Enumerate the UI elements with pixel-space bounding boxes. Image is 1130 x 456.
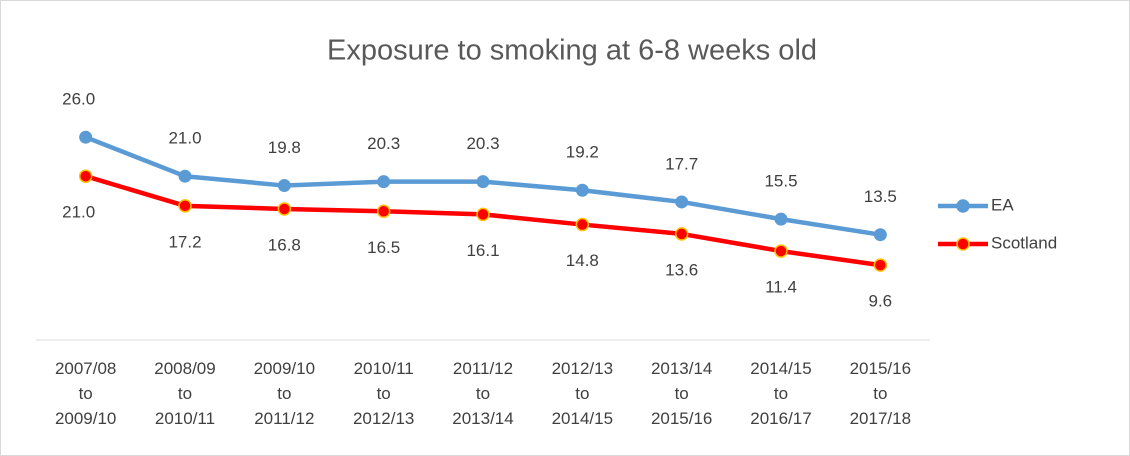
- data-label: 19.8: [268, 138, 301, 157]
- x-tick-line: to: [277, 384, 291, 403]
- x-tick-line: to: [873, 384, 887, 403]
- point: [78, 169, 93, 183]
- data-label: 14.8: [566, 251, 599, 270]
- x-tick-label: 2012/13 to 2014/15: [552, 359, 613, 428]
- x-tick-label: 2011/12 to 2013/14: [452, 359, 513, 428]
- data-label: 13.6: [665, 260, 698, 279]
- x-tick-line: 2007/08: [55, 359, 116, 378]
- x-tick-line: to: [178, 384, 192, 403]
- data-label: 20.3: [367, 134, 400, 153]
- x-tick-line: 2011/12: [254, 409, 314, 428]
- point: [674, 227, 689, 241]
- point: [575, 183, 589, 197]
- x-tick-line: 2014/15: [750, 359, 811, 378]
- point: [277, 179, 291, 193]
- x-tick-line: 2012/13: [353, 409, 414, 428]
- x-tick-line: 2010/11: [155, 409, 215, 428]
- x-tick-line: 2017/18: [850, 409, 911, 428]
- x-tick-label: 2007/08 to 2009/10: [55, 359, 116, 428]
- x-tick-line: 2010/11: [354, 359, 414, 378]
- point: [178, 199, 192, 213]
- point: [79, 130, 93, 144]
- point: [873, 258, 888, 272]
- x-tick-line: 2016/17: [750, 409, 811, 428]
- point: [675, 195, 689, 209]
- x-tick-line: to: [476, 384, 490, 403]
- legend-marker: [956, 199, 970, 213]
- data-label: 21.0: [168, 129, 201, 148]
- x-tick-line: 2012/13: [552, 359, 613, 378]
- chart-title: Exposure to smoking at 6-8 weeks old: [327, 35, 817, 67]
- x-tick-line: 2013/14: [651, 359, 712, 378]
- x-tick-line: 2013/14: [452, 409, 513, 428]
- x-tick-line: to: [377, 384, 391, 403]
- x-tick-label: 2010/11 to 2012/13: [353, 359, 414, 428]
- point: [377, 175, 391, 189]
- data-label: 20.3: [466, 134, 499, 153]
- x-tick-line: 2008/09: [154, 359, 215, 378]
- x-tick-label: 2008/09 to 2010/11: [154, 359, 215, 428]
- x-tick-label: 2009/10 to 2011/12: [254, 359, 315, 428]
- data-label: 16.1: [466, 241, 499, 260]
- x-tick-line: 2014/15: [552, 409, 613, 428]
- legend-label: Scotland: [991, 233, 1057, 252]
- x-tick-line: to: [79, 384, 93, 403]
- point: [873, 228, 887, 242]
- legend-label: EA: [991, 195, 1014, 214]
- x-tick-line: to: [675, 384, 689, 403]
- data-label: 15.5: [764, 172, 797, 191]
- point: [376, 204, 391, 219]
- data-label: 19.2: [566, 143, 599, 162]
- point: [575, 217, 590, 232]
- x-tick-line: 2009/10: [254, 359, 315, 378]
- data-label: 13.5: [864, 187, 897, 206]
- data-label: 17.7: [665, 154, 698, 173]
- x-tick-label: 2014/15 to 2016/17: [750, 359, 811, 428]
- x-tick-line: to: [575, 384, 589, 403]
- point: [178, 169, 192, 183]
- data-label: 16.5: [367, 238, 400, 257]
- data-label: 21.0: [62, 203, 95, 222]
- x-tick-line: 2015/16: [651, 409, 712, 428]
- data-label: 11.4: [765, 278, 797, 297]
- data-label: 16.8: [268, 235, 301, 254]
- point: [476, 207, 490, 222]
- data-label: 26.0: [62, 90, 95, 109]
- x-tick-line: 2009/10: [55, 409, 116, 428]
- x-tick-label: 2015/16 to 2017/18: [850, 359, 911, 428]
- point: [774, 212, 788, 226]
- x-tick-line: to: [774, 384, 788, 403]
- x-tick-line: 2011/12: [453, 359, 513, 378]
- point: [774, 244, 788, 258]
- data-label: 9.6: [869, 292, 893, 311]
- legend-marker: [956, 237, 970, 251]
- x-tick-label: 2013/14 to 2015/16: [651, 359, 712, 428]
- point: [277, 202, 292, 216]
- point: [476, 175, 490, 189]
- x-tick-line: 2015/16: [850, 359, 911, 378]
- data-label: 17.2: [168, 232, 201, 251]
